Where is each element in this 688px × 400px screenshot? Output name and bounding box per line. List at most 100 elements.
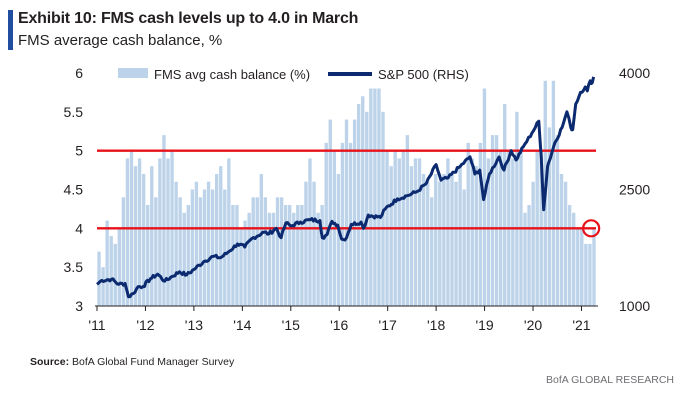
cash-balance-bar <box>182 212 186 306</box>
source-note: Source: BofA Global Fund Manager Survey <box>30 356 234 368</box>
cash-balance-bar <box>515 111 519 306</box>
cash-balance-bar <box>158 158 162 306</box>
cash-balance-bar <box>279 197 284 306</box>
cash-balance-bar <box>231 205 235 306</box>
x-tick-label: '18 <box>427 317 445 333</box>
cash-balance-bar <box>478 142 483 306</box>
cash-balance-bar <box>198 197 203 306</box>
cash-balance-bar <box>263 197 268 306</box>
cash-balance-bar <box>356 104 361 306</box>
cash-balance-bar <box>486 158 491 306</box>
x-tick-label: '20 <box>524 317 542 333</box>
cash-balance-bar <box>320 205 324 306</box>
cash-balance-bar <box>527 205 531 306</box>
cash-balance-bar <box>113 243 117 306</box>
cash-balance-bar <box>288 205 292 306</box>
cash-balance-bar <box>389 166 393 306</box>
cash-balance-bar <box>417 158 422 306</box>
cash-balance-bar <box>117 228 121 306</box>
cash-balance-bar <box>361 96 365 306</box>
cash-balance-bar <box>137 158 142 306</box>
cash-balance-bar <box>365 111 369 306</box>
cash-balance-bar <box>328 119 332 306</box>
cash-balance-bar <box>101 267 105 306</box>
cash-balance-bar <box>162 135 166 306</box>
cash-balance-bar <box>255 197 259 306</box>
cash-balance-bar <box>572 212 576 306</box>
cash-balance-bar <box>239 228 243 306</box>
cash-balance-bar <box>109 236 113 306</box>
cash-balance-bar <box>474 166 478 306</box>
y-left-tick-label: 5.5 <box>64 104 84 120</box>
cash-balance-bar <box>340 142 345 306</box>
cash-balance-bar <box>97 251 101 306</box>
cash-balance-bar <box>259 173 263 306</box>
cash-balance-bar <box>308 158 312 306</box>
cash-balance-bar <box>470 158 474 306</box>
cash-balance-bar <box>584 243 588 306</box>
cash-balance-bar <box>352 119 357 306</box>
source-label: Source: <box>30 356 70 368</box>
axes-layer: 3 3.5 4 4.5 5 5.5 6 1000 2500 4000 '11 '12 '13 '14 '15… <box>64 65 651 333</box>
legend-label-line: S&P 500 (RHS) <box>378 67 469 82</box>
y-left-tick-label: 4 <box>75 220 83 236</box>
cash-balance-bar <box>292 212 296 306</box>
cash-balance-bar <box>194 181 199 306</box>
cash-balance-bar <box>490 135 495 306</box>
cash-balance-bar <box>430 197 434 306</box>
reference-lines-layer <box>97 149 601 238</box>
legend: FMS avg cash balance (%) S&P 500 (RHS) <box>118 67 469 82</box>
cash-balance-bar <box>511 158 515 306</box>
highlight-circle <box>582 219 601 238</box>
y-left-tick-label: 3.5 <box>64 259 84 275</box>
cash-balance-bar <box>300 205 304 306</box>
cash-balance-bar <box>146 205 150 306</box>
cash-balance-bar <box>580 228 584 306</box>
cash-balance-bar <box>154 197 158 306</box>
cash-balance-bar <box>174 181 178 306</box>
cash-balance-bar <box>243 220 247 306</box>
cash-balance-bar <box>531 181 535 306</box>
cash-balance-bar <box>227 158 231 306</box>
cash-balance-bar <box>271 212 276 306</box>
x-tick-label: '11 <box>88 317 105 333</box>
cash-balance-bar <box>588 243 592 306</box>
chart-title: Exhibit 10: FMS cash levels up to 4.0 in… <box>18 10 359 27</box>
title-accent-bar <box>8 10 13 50</box>
bars-layer <box>97 80 596 307</box>
brand-footer: BofA GLOBAL RESEARCH <box>546 374 674 386</box>
cash-balance-bar <box>121 197 126 306</box>
cash-balance-bar <box>425 181 430 306</box>
cash-balance-bar <box>563 181 568 306</box>
y-left-tick-label: 3 <box>75 298 83 314</box>
cash-balance-bar <box>592 228 596 306</box>
cash-balance-bar <box>547 127 552 307</box>
cash-balance-bar <box>166 158 170 306</box>
cash-balance-bar <box>377 88 381 306</box>
cash-balance-bar <box>210 189 215 306</box>
chart-subtitle: FMS average cash balance, % <box>18 32 223 49</box>
x-tick-label: '16 <box>330 317 348 333</box>
cash-balance-bar <box>190 189 195 306</box>
x-tick-label: '21 <box>572 317 590 333</box>
cash-balance-bar <box>373 88 377 306</box>
legend-label-bars: FMS avg cash balance (%) <box>154 67 310 82</box>
x-tick-label: '13 <box>185 317 203 333</box>
sp500-line <box>96 76 596 299</box>
cash-balance-bar <box>150 166 154 306</box>
cash-balance-bar <box>304 181 308 306</box>
cash-balance-bar <box>523 212 527 306</box>
x-tick-label: '14 <box>233 317 251 333</box>
cash-balance-bar <box>316 212 320 306</box>
cash-balance-bar <box>551 80 556 307</box>
cash-balance-bar <box>559 173 564 306</box>
y-left-tick-label: 4.5 <box>64 182 84 198</box>
cash-balance-bar <box>369 88 373 306</box>
cash-balance-bar <box>344 119 349 306</box>
cash-balance-bar <box>442 173 446 306</box>
cash-balance-bar <box>251 197 255 306</box>
cash-balance-bar <box>312 181 316 306</box>
cash-balance-bar <box>576 228 580 306</box>
cash-balance-bar <box>219 166 223 306</box>
